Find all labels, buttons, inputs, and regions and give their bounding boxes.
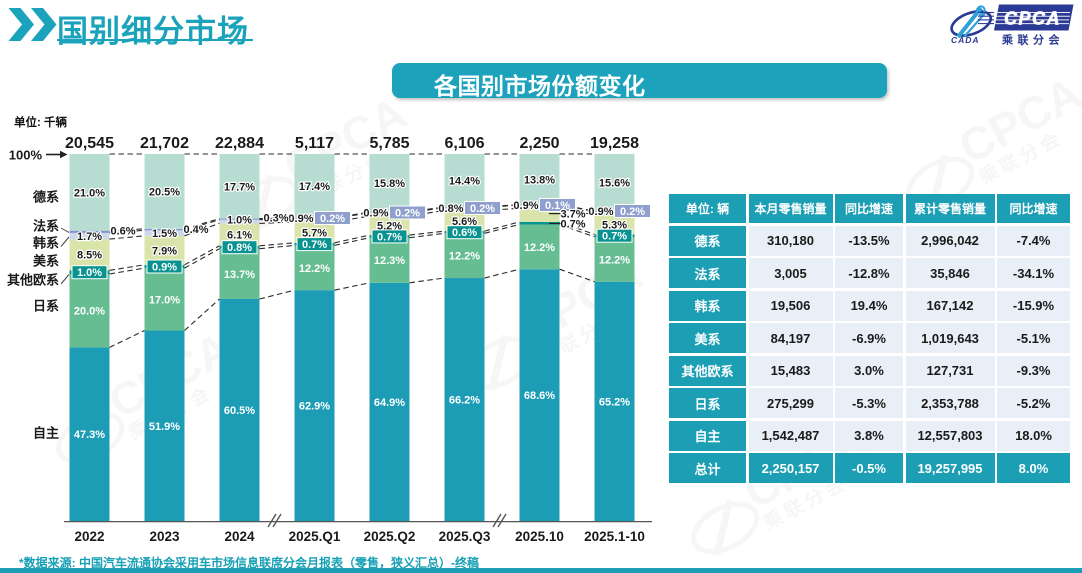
svg-text:12.2%: 12.2% <box>524 242 555 254</box>
svg-text:0.1%: 0.1% <box>545 200 570 212</box>
svg-text:66.2%: 66.2% <box>449 395 480 407</box>
svg-text:1.7%: 1.7% <box>77 231 102 243</box>
svg-text:2025.1-10: 2025.1-10 <box>584 529 645 544</box>
svg-text:2024: 2024 <box>224 529 255 544</box>
svg-text:0.2%: 0.2% <box>320 213 345 225</box>
svg-text:14.4%: 14.4% <box>449 175 480 187</box>
svg-text:韩系: 韩系 <box>33 236 59 251</box>
svg-text:12.2%: 12.2% <box>299 263 330 275</box>
svg-text:20.0%: 20.0% <box>74 306 105 318</box>
svg-text:2025.Q3: 2025.Q3 <box>439 529 491 544</box>
svg-text:20,545: 20,545 <box>65 135 114 152</box>
svg-text:0.4%: 0.4% <box>183 224 208 236</box>
svg-text:0.2%: 0.2% <box>470 203 495 215</box>
svg-text:1.5%: 1.5% <box>152 228 177 240</box>
svg-text:2025.10: 2025.10 <box>515 529 564 544</box>
svg-text:15.6%: 15.6% <box>599 177 630 189</box>
svg-text:65.2%: 65.2% <box>599 396 630 408</box>
svg-text:其他欧系: 其他欧系 <box>7 273 59 288</box>
svg-text:60.5%: 60.5% <box>224 405 255 417</box>
svg-text:21.0%: 21.0% <box>74 187 105 199</box>
svg-text:17.0%: 17.0% <box>149 294 180 306</box>
svg-text:20.5%: 20.5% <box>149 186 180 198</box>
svg-text:64.9%: 64.9% <box>374 397 405 409</box>
svg-text:2023: 2023 <box>149 529 180 544</box>
svg-text:0.9%: 0.9% <box>363 208 388 220</box>
svg-text:6.1%: 6.1% <box>227 230 252 242</box>
svg-text:0.8%: 0.8% <box>227 242 252 254</box>
svg-text:51.9%: 51.9% <box>149 421 180 433</box>
svg-text:0.8%: 0.8% <box>438 203 463 215</box>
svg-text:0.7%: 0.7% <box>560 219 585 231</box>
svg-text:0.7%: 0.7% <box>602 231 627 243</box>
svg-text:13.8%: 13.8% <box>524 174 555 186</box>
svg-text:0.9%: 0.9% <box>288 213 313 225</box>
svg-text:0.7%: 0.7% <box>377 231 402 243</box>
svg-text:100%: 100% <box>9 148 43 163</box>
svg-text:13.7%: 13.7% <box>224 269 255 281</box>
svg-text:自主: 自主 <box>33 426 59 441</box>
svg-text:8.5%: 8.5% <box>77 250 102 262</box>
svg-text:0.2%: 0.2% <box>620 206 645 218</box>
svg-text:1.0%: 1.0% <box>227 215 252 227</box>
svg-text:0.6%: 0.6% <box>110 226 135 238</box>
svg-text:日系: 日系 <box>33 299 59 314</box>
svg-text:乘联分会: 乘联分会 <box>1001 33 1064 47</box>
svg-text:5,785: 5,785 <box>369 135 409 152</box>
svg-text:62.9%: 62.9% <box>299 401 330 413</box>
svg-text:7.9%: 7.9% <box>152 245 177 257</box>
svg-text:0.6%: 0.6% <box>452 227 477 239</box>
svg-text:0.9%: 0.9% <box>152 262 177 274</box>
svg-text:19,258: 19,258 <box>590 135 639 152</box>
svg-text:5.7%: 5.7% <box>302 227 327 239</box>
svg-text:12.2%: 12.2% <box>599 254 630 266</box>
svg-text:12.3%: 12.3% <box>374 255 405 267</box>
svg-text:法系: 法系 <box>33 219 59 234</box>
svg-text:2022: 2022 <box>74 529 104 544</box>
svg-text:21,702: 21,702 <box>140 135 189 152</box>
svg-text:5,117: 5,117 <box>295 135 334 152</box>
svg-text:0.9%: 0.9% <box>588 206 613 218</box>
svg-text:47.3%: 47.3% <box>74 429 105 441</box>
svg-text:3.7%: 3.7% <box>560 209 585 221</box>
svg-text:德系: 德系 <box>33 190 59 205</box>
svg-text:6,106: 6,106 <box>444 135 484 152</box>
svg-text:2025.Q1: 2025.Q1 <box>289 529 341 544</box>
svg-text:17.4%: 17.4% <box>299 181 330 193</box>
svg-text:22,884: 22,884 <box>215 135 264 152</box>
svg-text:美系: 美系 <box>33 254 59 269</box>
svg-text:CADA: CADA <box>951 35 980 45</box>
svg-text:0.3%: 0.3% <box>263 213 288 225</box>
svg-text:CPCA: CPCA <box>1004 9 1061 29</box>
svg-text:0.7%: 0.7% <box>302 239 327 251</box>
svg-text:2,250: 2,250 <box>519 135 559 152</box>
svg-text:17.7%: 17.7% <box>224 181 255 193</box>
svg-text:2025.Q2: 2025.Q2 <box>364 529 416 544</box>
svg-text:1.0%: 1.0% <box>77 267 102 279</box>
svg-text:68.6%: 68.6% <box>524 390 555 402</box>
svg-text:0.2%: 0.2% <box>395 207 420 219</box>
svg-text:0.9%: 0.9% <box>513 200 538 212</box>
svg-text:12.2%: 12.2% <box>449 251 480 263</box>
svg-text:15.8%: 15.8% <box>374 178 405 190</box>
